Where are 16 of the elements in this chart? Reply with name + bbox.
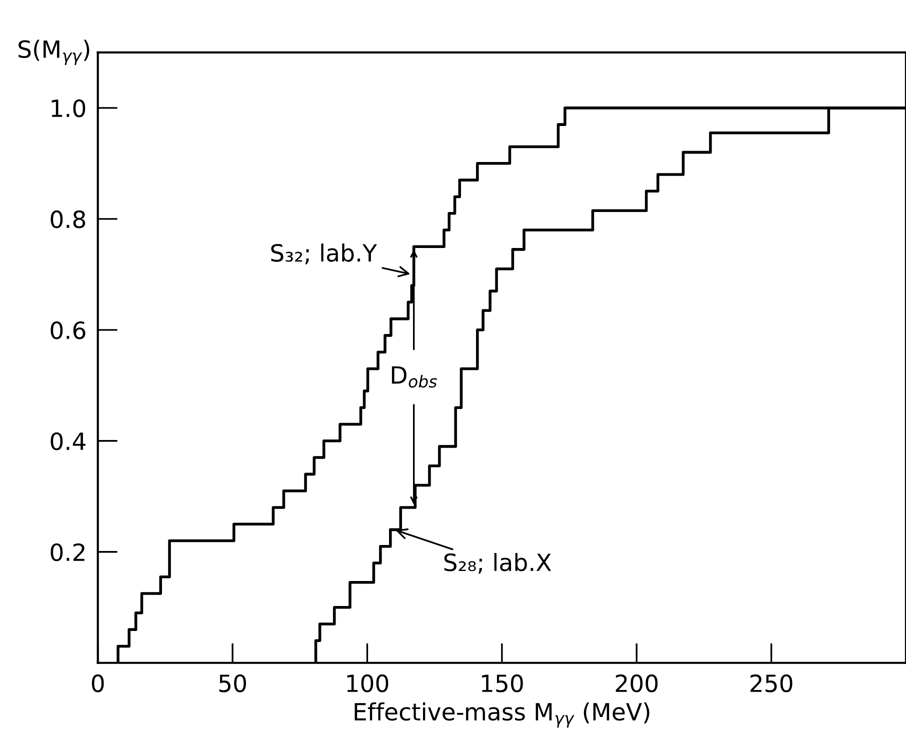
y-tick-label: 0.8 — [50, 210, 86, 228]
x-tick-label: 100 — [347, 674, 388, 692]
y-tick-label: 0.4 — [50, 432, 86, 450]
y-tick-label: 1.0 — [52, 99, 86, 118]
x-tick-label: 250 — [750, 674, 792, 692]
annotation: S₃₂; lab.Y — [271, 244, 378, 264]
x-tick-label: 50 — [219, 674, 246, 692]
annotation: S₂₈; lab.X — [444, 552, 552, 574]
x-tick-label: 0 — [92, 674, 104, 692]
y-tick-label: 0.2 — [50, 543, 84, 562]
x-tick-label: 200 — [616, 674, 658, 692]
annotation: D$_{obs}$ — [392, 366, 437, 388]
y-tick-label: 0.6 — [50, 321, 86, 340]
y-axis-title: S(M$_{γγ}$) — [18, 40, 90, 66]
x-axis-title: Effective-mass M$_{γγ}$ (MeV) — [354, 702, 650, 728]
x-tick-label: 150 — [482, 674, 523, 692]
